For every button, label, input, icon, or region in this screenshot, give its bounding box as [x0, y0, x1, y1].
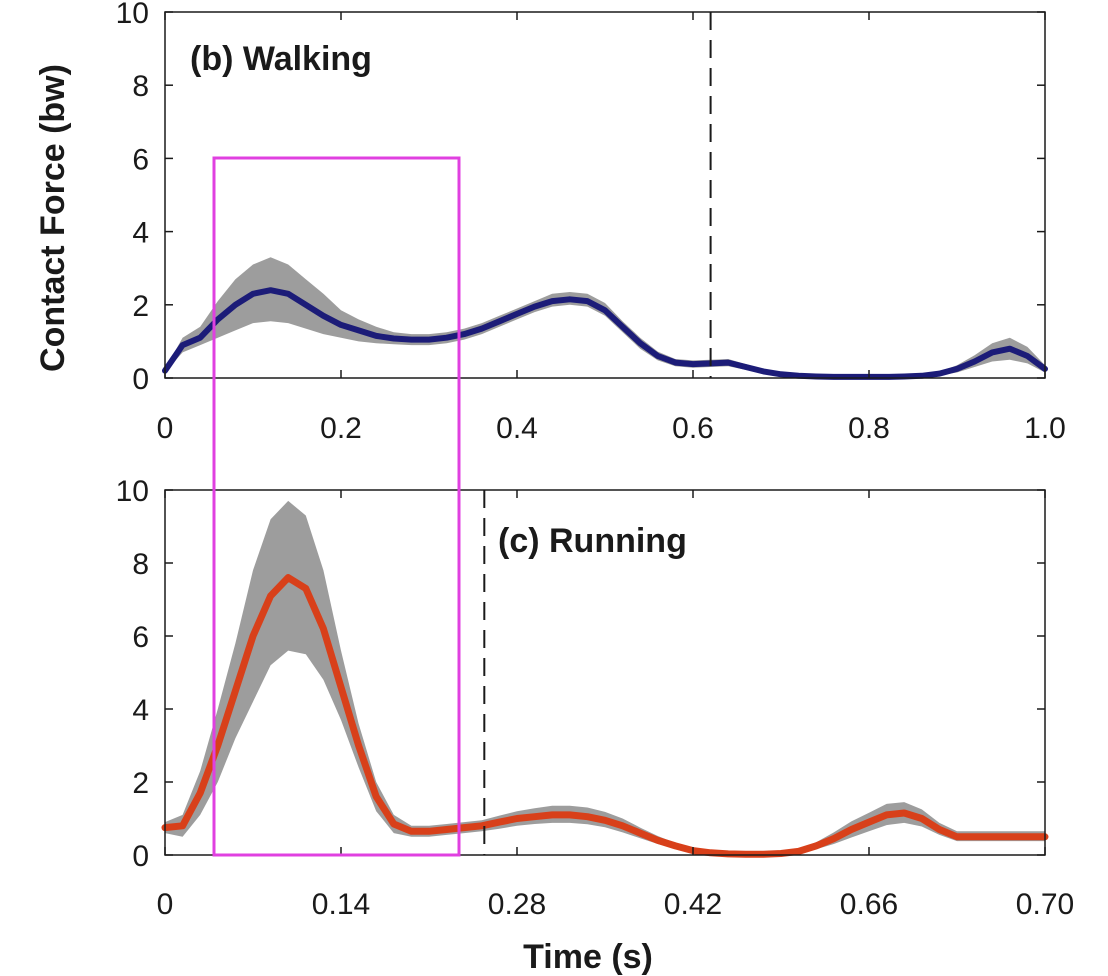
running-panel-title: (c) Running — [498, 522, 687, 560]
y-tick-label: 8 — [132, 70, 149, 103]
x-tick-label: 0.2 — [320, 412, 362, 445]
x-tick-label: 0.6 — [672, 412, 714, 445]
x-tick-label: 0.42 — [664, 888, 722, 921]
mean-line-path — [162, 287, 1048, 380]
walking-panel: 0 2 4 6 8 10 0 0.2 0.4 0.6 0.8 1.0 (b) Walking — [116, 0, 1066, 445]
x-tick-label: 0.70 — [1016, 888, 1074, 921]
y-tick-label: 2 — [132, 290, 149, 323]
y-tick-label: 8 — [132, 548, 149, 581]
y-tick-label: 0 — [132, 840, 149, 873]
x-tick-label: 0.28 — [488, 888, 546, 921]
walking-x-ticks: 0 0.2 0.4 0.6 0.8 1.0 — [157, 12, 1066, 445]
x-tick-label: 0.66 — [840, 888, 898, 921]
x-tick-label: 0.8 — [848, 412, 890, 445]
running-axes-frame — [164, 489, 1046, 856]
walking-sd-band — [165, 257, 1045, 378]
y-tick-label: 10 — [116, 475, 149, 508]
mean-line-path — [161, 574, 1049, 858]
x-tick-label: 1.0 — [1024, 412, 1066, 445]
walking-panel-title: (b) Walking — [190, 40, 372, 78]
y-tick-label: 10 — [116, 0, 149, 30]
sd-band-area — [165, 257, 1045, 378]
highlight-box — [212, 156, 461, 857]
y-tick-label: 0 — [132, 363, 149, 396]
x-tick-label: 0 — [157, 412, 174, 445]
x-tick-label: 0 — [157, 888, 174, 921]
x-axis-title: Time (s) — [523, 938, 653, 976]
y-tick-label: 2 — [132, 767, 149, 800]
running-y-ticks: 0 2 4 6 8 10 — [116, 475, 1045, 873]
walking-axes-frame — [164, 11, 1046, 379]
y-tick-label: 4 — [132, 217, 149, 250]
y-tick-label: 6 — [132, 143, 149, 176]
x-tick-label: 0.4 — [496, 412, 538, 445]
running-mean-line — [161, 574, 1049, 858]
running-x-ticks: 0 0.14 0.28 0.42 0.66 0.70 — [157, 490, 1074, 921]
walking-y-ticks: 0 2 4 6 8 10 — [116, 0, 1045, 396]
y-tick-label: 6 — [132, 621, 149, 654]
running-panel: 0 2 4 6 8 10 0 0.14 0.28 0.42 0.66 0.70 (c) Runnin… — [116, 475, 1075, 921]
y-tick-label: 4 — [132, 694, 149, 727]
x-tick-label: 0.14 — [312, 888, 370, 921]
walking-mean-line — [162, 287, 1048, 380]
y-axis-title: Contact Force (bw) — [34, 64, 72, 372]
